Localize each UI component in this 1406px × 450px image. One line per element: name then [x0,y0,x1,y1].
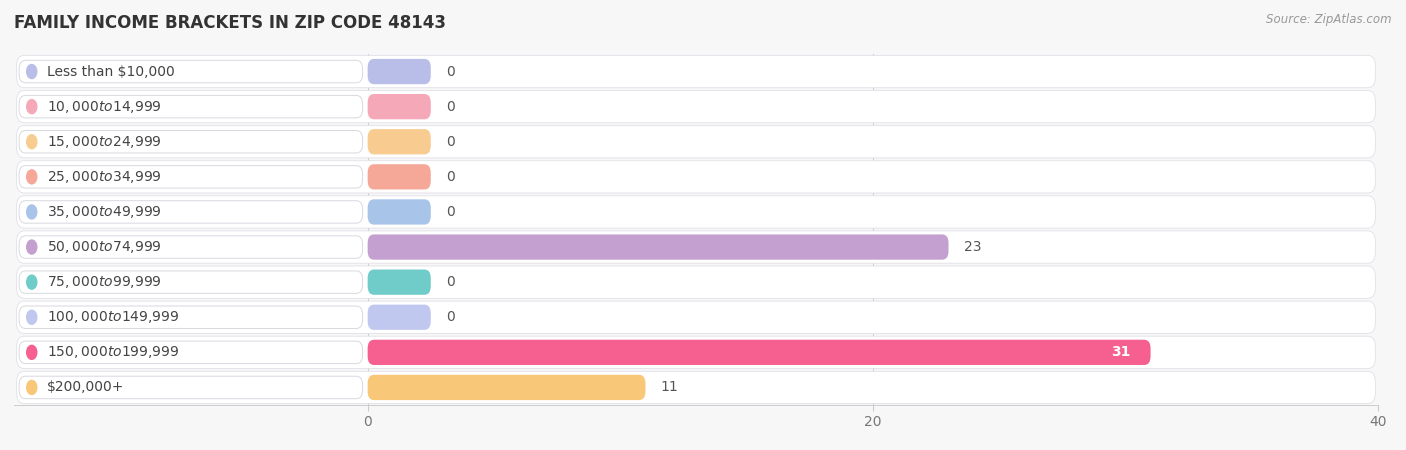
FancyBboxPatch shape [17,161,1375,193]
Text: 0: 0 [446,170,454,184]
Text: FAMILY INCOME BRACKETS IN ZIP CODE 48143: FAMILY INCOME BRACKETS IN ZIP CODE 48143 [14,14,446,32]
FancyBboxPatch shape [20,236,363,258]
FancyBboxPatch shape [367,59,430,84]
FancyBboxPatch shape [17,266,1375,298]
FancyBboxPatch shape [20,201,363,223]
FancyBboxPatch shape [20,60,363,83]
Circle shape [27,275,37,289]
Circle shape [27,310,37,324]
Text: 0: 0 [446,275,454,289]
Text: $35,000 to $49,999: $35,000 to $49,999 [46,204,162,220]
FancyBboxPatch shape [20,306,363,328]
Text: $200,000+: $200,000+ [46,380,124,395]
Circle shape [27,99,37,114]
Text: 11: 11 [661,380,678,395]
Text: $15,000 to $24,999: $15,000 to $24,999 [46,134,162,150]
FancyBboxPatch shape [17,371,1375,404]
FancyBboxPatch shape [17,231,1375,263]
FancyBboxPatch shape [20,166,363,188]
FancyBboxPatch shape [17,126,1375,158]
FancyBboxPatch shape [367,375,645,400]
FancyBboxPatch shape [367,199,430,225]
Text: 0: 0 [446,205,454,219]
FancyBboxPatch shape [17,336,1375,369]
FancyBboxPatch shape [367,340,1150,365]
FancyBboxPatch shape [20,376,363,399]
Text: $100,000 to $149,999: $100,000 to $149,999 [46,309,180,325]
FancyBboxPatch shape [17,90,1375,123]
FancyBboxPatch shape [367,234,949,260]
Text: 0: 0 [446,135,454,149]
Text: Less than $10,000: Less than $10,000 [46,64,174,79]
Circle shape [27,240,37,254]
Text: $75,000 to $99,999: $75,000 to $99,999 [46,274,162,290]
Text: 23: 23 [963,240,981,254]
Text: 0: 0 [446,310,454,324]
Circle shape [27,345,37,360]
Text: $50,000 to $74,999: $50,000 to $74,999 [46,239,162,255]
FancyBboxPatch shape [17,55,1375,88]
FancyBboxPatch shape [20,341,363,364]
Circle shape [27,135,37,149]
FancyBboxPatch shape [367,94,430,119]
Text: Source: ZipAtlas.com: Source: ZipAtlas.com [1267,14,1392,27]
Circle shape [27,380,37,395]
Circle shape [27,205,37,219]
Text: 0: 0 [446,99,454,114]
Circle shape [27,170,37,184]
FancyBboxPatch shape [367,305,430,330]
Text: 31: 31 [1111,345,1130,360]
FancyBboxPatch shape [367,164,430,189]
FancyBboxPatch shape [20,130,363,153]
Text: $150,000 to $199,999: $150,000 to $199,999 [46,344,180,360]
FancyBboxPatch shape [367,270,430,295]
Text: $25,000 to $34,999: $25,000 to $34,999 [46,169,162,185]
FancyBboxPatch shape [17,301,1375,333]
FancyBboxPatch shape [20,271,363,293]
FancyBboxPatch shape [20,95,363,118]
FancyBboxPatch shape [17,196,1375,228]
FancyBboxPatch shape [367,129,430,154]
Text: 0: 0 [446,64,454,79]
Circle shape [27,64,37,79]
Text: $10,000 to $14,999: $10,000 to $14,999 [46,99,162,115]
